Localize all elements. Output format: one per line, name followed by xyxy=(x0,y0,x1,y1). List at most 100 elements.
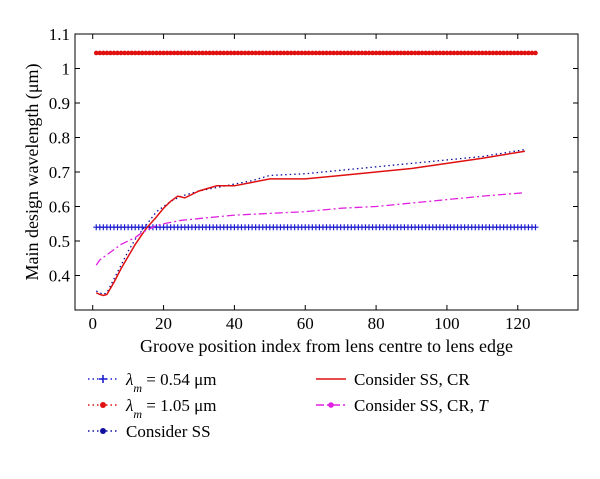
data-point xyxy=(196,50,202,56)
y-tick-label: 0.9 xyxy=(49,94,70,113)
legend-label-part: = 1.05 μm xyxy=(142,396,216,415)
legend-swatch-marker xyxy=(328,402,334,408)
legend-swatch-marker xyxy=(100,428,106,434)
data-point xyxy=(334,50,340,56)
data-point xyxy=(306,50,312,56)
data-point xyxy=(288,50,294,56)
data-point xyxy=(522,50,528,56)
legend-item-3: Consider SS, CR xyxy=(316,370,470,389)
data-point xyxy=(168,50,173,56)
data-point xyxy=(157,50,163,56)
data-point xyxy=(207,50,212,56)
legend-label-part: Consider SS, CR xyxy=(354,370,470,389)
data-point xyxy=(147,50,152,56)
data-point xyxy=(302,50,308,56)
data-point xyxy=(140,50,145,56)
series-line xyxy=(95,150,525,297)
data-point xyxy=(494,50,499,56)
series-2 xyxy=(95,148,525,296)
data-point xyxy=(419,50,425,56)
data-point xyxy=(256,50,262,56)
data-point xyxy=(384,50,390,56)
y-tick-label: 0.7 xyxy=(49,163,71,182)
legend-label-part: Consider SS, CR, xyxy=(354,396,478,415)
data-point xyxy=(299,50,305,56)
data-point xyxy=(405,50,411,56)
legend-label-part: Consider SS xyxy=(126,422,211,441)
data-point xyxy=(242,50,248,56)
data-point xyxy=(338,50,343,56)
data-point xyxy=(345,50,351,56)
data-point xyxy=(132,50,138,56)
data-point xyxy=(437,50,443,56)
x-tick-label: 80 xyxy=(368,314,385,333)
y-axis-label: Main design wavelength (μm) xyxy=(22,63,43,280)
data-point xyxy=(366,50,372,56)
legend-item-2: Consider SS xyxy=(88,422,211,441)
data-point xyxy=(398,50,404,56)
data-point xyxy=(267,50,273,56)
data-point xyxy=(136,50,142,56)
data-point xyxy=(480,50,485,56)
data-point xyxy=(239,50,244,56)
data-point xyxy=(533,50,538,56)
data-point xyxy=(320,50,326,56)
data-point xyxy=(203,50,209,56)
data-point xyxy=(108,50,113,56)
data-point xyxy=(448,50,453,56)
legend-label-part: m xyxy=(133,381,142,395)
data-point xyxy=(93,50,99,56)
legend-label-part: λ xyxy=(125,370,133,389)
legend-label: Consider SS, CR xyxy=(354,370,470,389)
data-point xyxy=(483,50,489,56)
legend-label-part: = 0.54 μm xyxy=(142,370,216,389)
data-point xyxy=(292,50,297,56)
legend-label: Consider SS, CR, T xyxy=(354,396,489,415)
data-point xyxy=(295,50,301,56)
legend-item-1: λm = 1.05 μm xyxy=(88,396,216,421)
data-point xyxy=(171,50,177,56)
x-tick-label: 0 xyxy=(88,314,97,333)
data-point xyxy=(313,50,319,56)
data-point xyxy=(189,50,195,56)
data-point xyxy=(455,50,460,56)
data-point xyxy=(441,50,446,56)
legend-swatch-marker xyxy=(99,375,107,383)
data-point xyxy=(462,50,467,56)
data-point xyxy=(472,50,478,56)
data-point xyxy=(253,50,258,56)
data-point xyxy=(469,50,475,56)
data-point xyxy=(458,50,464,56)
data-point xyxy=(317,50,322,56)
data-point xyxy=(412,50,418,56)
data-point xyxy=(324,50,329,56)
data-point xyxy=(370,50,375,56)
data-point xyxy=(532,224,539,231)
legend-label: λm = 0.54 μm xyxy=(125,370,216,395)
data-point xyxy=(246,50,251,56)
y-tick-label: 0.6 xyxy=(49,198,70,217)
data-point xyxy=(193,50,198,56)
legend-label-part: λ xyxy=(125,396,133,415)
data-point xyxy=(200,50,205,56)
data-point xyxy=(115,50,120,56)
data-point xyxy=(104,50,110,56)
data-point xyxy=(444,50,450,56)
data-point xyxy=(409,50,414,56)
data-point xyxy=(274,50,280,56)
data-point xyxy=(125,50,131,56)
data-point xyxy=(526,50,531,56)
data-point xyxy=(285,50,290,56)
data-point xyxy=(161,50,166,56)
data-point xyxy=(217,50,223,56)
data-point xyxy=(391,50,397,56)
legend-swatch-marker xyxy=(100,402,106,408)
data-point xyxy=(232,50,237,56)
x-axis-label: Groove position index from lens centre t… xyxy=(140,336,513,356)
data-point xyxy=(154,50,159,56)
data-point xyxy=(348,50,354,56)
legend-item-0: λm = 0.54 μm xyxy=(88,370,216,395)
data-point xyxy=(387,50,393,56)
data-point xyxy=(175,50,181,56)
